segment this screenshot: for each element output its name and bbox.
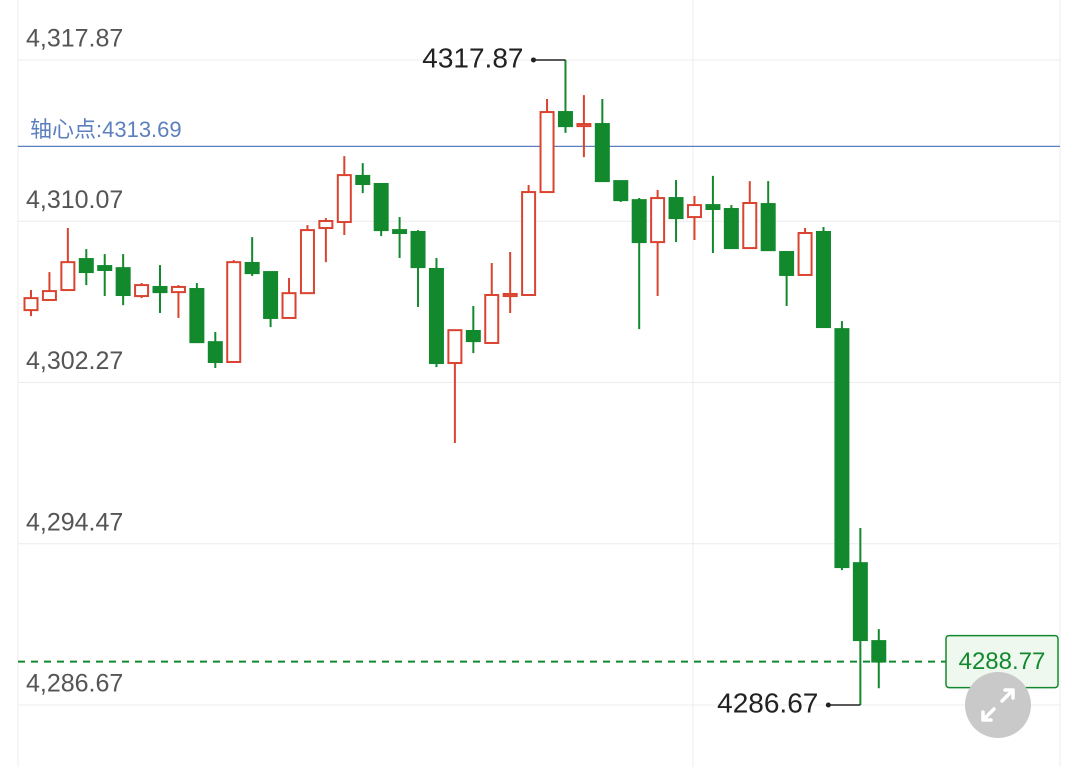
y-tick-label: 4,310.07: [26, 186, 123, 214]
candle-body: [871, 640, 887, 663]
candle-body: [97, 265, 113, 272]
candle-body: [797, 231, 813, 276]
candle-body: [41, 290, 57, 301]
expand-icon: [981, 688, 1015, 722]
expand-circle: [965, 672, 1031, 738]
candle-body: [557, 111, 573, 128]
candle-body: [60, 261, 76, 292]
candle-body: [115, 267, 131, 297]
candle-body: [852, 562, 868, 642]
candle-body: [815, 230, 831, 329]
candle-body: [742, 202, 758, 250]
candle-body: [760, 203, 776, 252]
candle-body: [668, 197, 684, 220]
y-tick-label: 4,294.47: [26, 508, 123, 536]
candle-body: [170, 285, 186, 294]
candle-body: [686, 204, 702, 219]
candle-body: [410, 230, 426, 269]
candle-body: [779, 251, 795, 276]
annotation-dot: [825, 702, 831, 708]
candle-body: [502, 292, 518, 298]
y-tick-label: 4,286.67: [26, 670, 123, 698]
candle-body: [834, 328, 850, 569]
y-tick-label: 4,302.27: [26, 347, 123, 375]
y-tick-label: 4,317.87: [26, 25, 123, 53]
candle-body: [226, 261, 242, 363]
candle-body: [576, 123, 592, 128]
candle-body: [336, 174, 352, 224]
candle-body: [613, 180, 629, 202]
candle-body: [631, 199, 647, 244]
candle-body: [152, 285, 168, 294]
candle-body: [207, 341, 223, 363]
candle-body: [355, 174, 371, 185]
candle-body: [318, 220, 334, 230]
candle-body: [78, 258, 94, 274]
candle-body: [263, 271, 279, 319]
candle-body: [299, 229, 315, 295]
candle-body: [23, 297, 39, 312]
candle-body: [189, 288, 205, 344]
candle-body: [447, 329, 463, 365]
current-price-label: 4288.77: [959, 648, 1046, 675]
candle-body: [539, 111, 555, 194]
candle-body: [723, 208, 739, 250]
candle-body: [484, 294, 500, 344]
candle-body: [134, 284, 150, 298]
candle-body: [428, 267, 444, 365]
expand-button[interactable]: [965, 672, 1031, 738]
annotation-label: 4317.87: [422, 42, 523, 73]
candle-body: [521, 191, 537, 297]
candle-body: [465, 329, 481, 343]
candle-body: [392, 229, 408, 234]
candle-body: [244, 261, 260, 275]
candle-body: [650, 197, 666, 244]
annotation-dot: [530, 57, 536, 63]
candle-body: [594, 123, 610, 183]
annotation-label: 4286.67: [717, 687, 818, 718]
pivot-label: 轴心点:4313.69: [30, 117, 182, 142]
candle-body: [373, 182, 389, 232]
candle-body: [705, 204, 721, 211]
candle-body: [281, 292, 297, 319]
